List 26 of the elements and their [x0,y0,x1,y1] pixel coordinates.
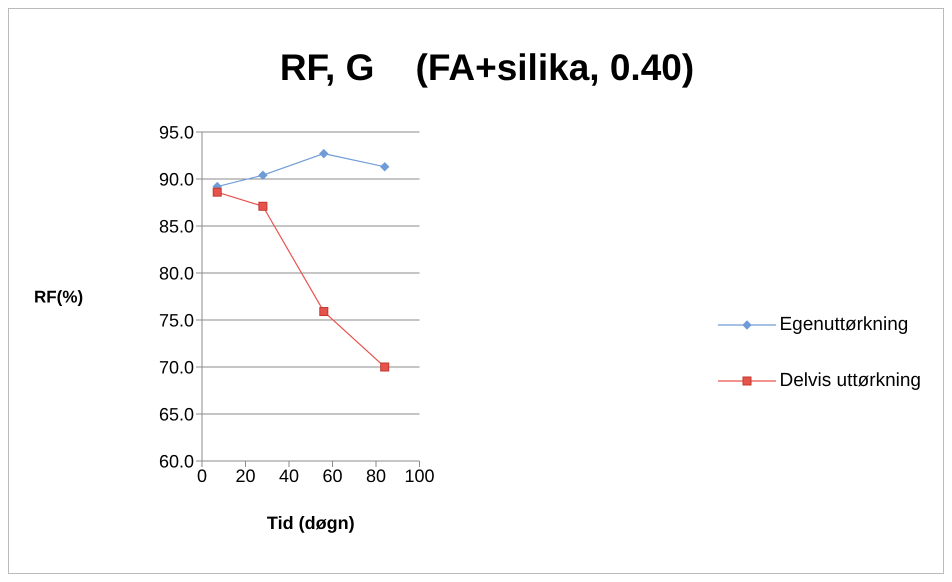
y-tick-label: 80.0 [158,263,194,284]
y-tick-label: 65.0 [158,404,194,424]
y-tick-label: 60.0 [158,451,194,472]
y-tick-label: 70.0 [158,357,194,378]
y-axis-title: RF(%) [34,288,84,307]
x-tick-label: 0 [196,466,208,486]
x-tick-label: 100 [404,466,435,486]
y-tick-label: 75.0 [158,310,194,330]
chart-title: RF, G (FA+silika, 0.40) [280,47,694,88]
point [212,188,222,197]
y-tick-label: 85.0 [158,216,194,236]
x-tick-label: 20 [235,466,256,486]
point [258,170,268,180]
point [319,149,328,158]
point [258,202,268,211]
point [380,362,390,372]
point [319,307,328,316]
y-tick-label: 95.0 [158,122,194,142]
y-tick-label: 90.0 [158,169,194,190]
x-axis-title: Tid (døgn) [266,512,355,533]
point [380,162,390,172]
x-tick-label: 40 [278,466,300,486]
legend-label: Egenuttørkning [780,314,908,336]
x-tick-label: 60 [322,466,343,486]
legend-label: Delvis uttørkning [780,370,921,392]
x-tick-label: 80 [366,466,386,486]
